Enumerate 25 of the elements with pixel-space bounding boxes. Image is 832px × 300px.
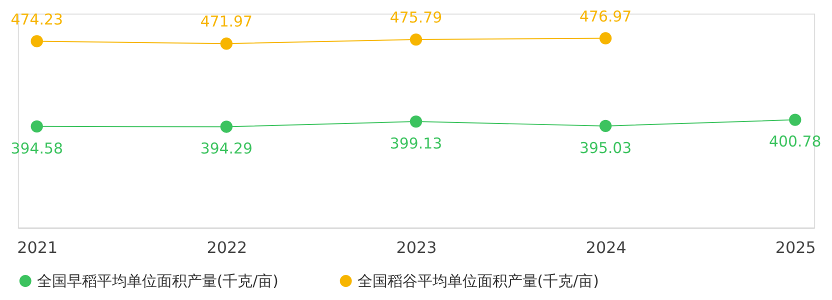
point [410, 33, 422, 46]
data-label: 471.97 [200, 12, 253, 31]
data-label: 476.97 [579, 7, 632, 26]
x-tick-label: 2025 [775, 238, 816, 257]
data-label: 474.23 [10, 10, 63, 28]
point [599, 32, 612, 44]
point [30, 35, 43, 48]
data-label: 394.29 [200, 140, 253, 158]
data-label: 475.79 [390, 8, 442, 27]
point [599, 120, 612, 132]
data-label: 394.58 [10, 139, 63, 158]
x-tick-label: 2022 [206, 238, 248, 257]
x-tick-label: 2023 [396, 238, 437, 257]
x-tick-label: 2021 [17, 238, 58, 257]
point [789, 114, 802, 126]
legend-label: 全国早稻平均单位面积产量(千克/亩) [36, 272, 278, 290]
legend-label: 全国稻谷平均单位面积产量(千克/亩) [357, 272, 599, 290]
x-tick-label: 2024 [586, 238, 626, 257]
data-label: 395.03 [579, 138, 632, 157]
point [410, 115, 422, 128]
data-label: 400.78 [769, 132, 822, 151]
point [220, 120, 233, 133]
data-label: 399.13 [390, 134, 442, 152]
point [30, 120, 43, 133]
point [220, 38, 233, 50]
